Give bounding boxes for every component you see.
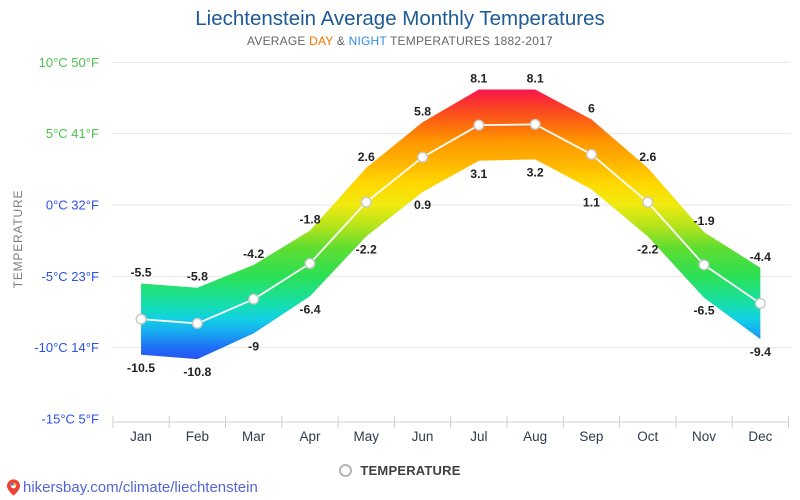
day-temp-label: 2.6 <box>358 150 375 164</box>
temperature-band-chart: 10°C 50°F 5°C 41°F 0°C 32°F -5°C 23°F -10°C … <box>34 55 791 444</box>
y-tick-label: -10°C 14°F <box>34 340 99 355</box>
night-temp-label: -2.2 <box>356 242 377 256</box>
data-point-marker[interactable] <box>304 257 316 269</box>
month-label: Oct <box>637 429 658 444</box>
day-temp-label: -5.8 <box>187 270 208 284</box>
data-point-marker[interactable] <box>135 313 147 325</box>
average-temperature-markers[interactable] <box>135 118 766 329</box>
day-temp-label: -4.2 <box>243 247 264 261</box>
month-label: Apr <box>299 429 321 444</box>
night-temp-label: -9.4 <box>750 345 771 359</box>
data-point-marker[interactable] <box>360 196 372 208</box>
footer: hikersbay.com/climate/liechtenstein <box>7 479 258 496</box>
day-temp-label: 6 <box>588 101 595 115</box>
legend[interactable]: TEMPERATURE <box>0 463 800 478</box>
data-point-marker[interactable] <box>642 196 654 208</box>
month-label: Aug <box>523 429 547 444</box>
data-point-marker[interactable] <box>698 259 710 271</box>
night-temp-label: 3.1 <box>470 167 487 181</box>
month-label: Jul <box>470 429 487 444</box>
y-tick-label: 10°C 50°F <box>39 55 99 70</box>
x-axis: Jan Feb Mar Apr May Jun Jul Aug Sep Oct Nov Dec <box>112 415 789 444</box>
temperature-band <box>141 89 761 360</box>
day-temp-label: -5.5 <box>130 265 151 279</box>
month-label: Dec <box>748 429 772 444</box>
legend-label: TEMPERATURE <box>360 463 461 478</box>
month-label: Sep <box>579 429 603 444</box>
chart-subtitle: AVERAGE DAY & NIGHT TEMPERATURES 1882-20… <box>0 34 800 48</box>
data-point-marker[interactable] <box>248 293 260 305</box>
data-point-marker[interactable] <box>585 148 597 160</box>
map-pin-icon <box>7 479 20 496</box>
data-point-marker[interactable] <box>529 118 541 130</box>
night-temp-label: -6.4 <box>299 302 320 316</box>
subtitle-join: & <box>333 34 349 48</box>
day-temp-label: 8.1 <box>470 71 487 85</box>
night-temp-label: -6.5 <box>693 304 714 318</box>
day-temp-label: 5.8 <box>414 104 431 118</box>
month-label: May <box>353 429 379 444</box>
night-temp-label: -9 <box>248 339 259 353</box>
month-label: Nov <box>692 429 716 444</box>
gridlines: 10°C 50°F 5°C 41°F 0°C 32°F -5°C 23°F -10°C … <box>34 55 791 426</box>
month-label: Mar <box>242 429 266 444</box>
month-label: Jan <box>130 429 152 444</box>
night-temp-label: -10.5 <box>127 361 155 375</box>
night-temp-label: -10.8 <box>183 365 211 379</box>
day-temp-label: -4.4 <box>750 250 771 264</box>
day-temp-label: 8.1 <box>527 71 544 85</box>
subtitle-night: NIGHT <box>348 34 387 48</box>
subtitle-day: DAY <box>309 34 334 48</box>
subtitle-prefix: AVERAGE <box>247 34 310 48</box>
average-temperature-line <box>140 123 761 325</box>
data-point-marker[interactable] <box>473 119 485 131</box>
day-temp-label: -1.8 <box>299 213 320 227</box>
y-tick-label: -15°C 5°F <box>42 411 99 426</box>
day-temp-label: -1.9 <box>693 214 714 228</box>
night-temp-label: 1.1 <box>583 195 600 209</box>
legend-marker-icon <box>339 464 353 477</box>
data-point-marker[interactable] <box>191 317 203 329</box>
night-temp-label: 3.2 <box>527 165 544 179</box>
night-temp-label: -2.2 <box>637 242 658 256</box>
night-temp-label: 0.9 <box>414 198 431 212</box>
month-label: Feb <box>186 429 209 444</box>
chart-title: Liechtenstein Average Monthly Temperatur… <box>195 7 605 30</box>
data-labels: -5.5 -5.8 -4.2 -1.8 2.6 5.8 8.1 8.1 6 2.6 -1.9 -4.4… <box>127 71 771 379</box>
day-temp-label: 2.6 <box>639 150 656 164</box>
month-label: Jun <box>412 429 434 444</box>
data-point-marker[interactable] <box>754 297 766 309</box>
y-tick-label: 5°C 41°F <box>46 126 99 141</box>
subtitle-suffix: TEMPERATURES 1882-2017 <box>386 34 553 48</box>
data-point-marker[interactable] <box>417 151 429 163</box>
y-tick-label: -5°C 23°F <box>42 269 99 284</box>
y-tick-label: 0°C 32°F <box>46 198 99 213</box>
footer-link[interactable]: hikersbay.com/climate/liechtenstein <box>23 479 258 496</box>
